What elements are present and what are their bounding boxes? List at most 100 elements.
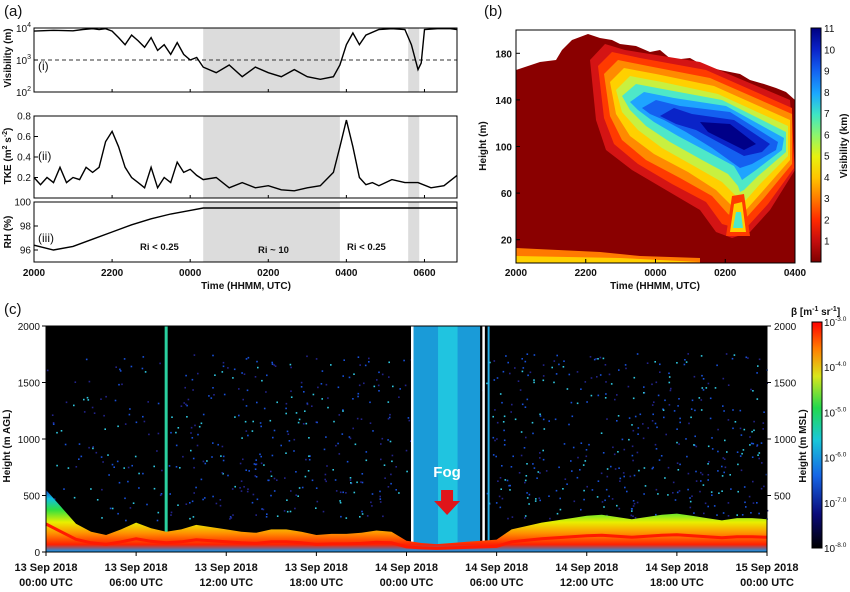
noise-speck	[711, 448, 714, 450]
noise-speck	[511, 403, 513, 406]
noise-speck	[566, 388, 569, 390]
noise-speck	[248, 470, 250, 472]
y-tick-label-right-c-3: 2000	[774, 322, 797, 333]
noise-speck	[138, 472, 140, 475]
noise-speck	[101, 488, 103, 491]
noise-speck	[758, 358, 761, 361]
noise-speck	[636, 353, 639, 355]
y-tick-label-right-c-1: 1000	[774, 435, 797, 446]
noise-speck	[135, 421, 138, 424]
noise-speck	[202, 413, 205, 416]
noise-speck	[618, 507, 621, 510]
noise-speck	[142, 472, 144, 475]
x-tick-date-c-1: 13 Sep 2018	[105, 562, 168, 574]
noise-speck	[186, 416, 188, 418]
noise-speck	[727, 419, 730, 421]
noise-speck	[614, 398, 616, 401]
noise-speck	[88, 446, 90, 449]
data-gap-1	[411, 326, 414, 552]
noise-speck	[243, 373, 246, 375]
noise-speck	[357, 392, 360, 395]
noise-speck	[736, 451, 739, 453]
noise-speck	[156, 450, 158, 452]
noise-speck	[304, 475, 307, 478]
noise-speck	[676, 462, 679, 464]
noise-speck	[115, 366, 117, 368]
noise-speck	[533, 467, 536, 469]
x-tick-time-c-0: 00:00 UTC	[19, 577, 73, 589]
noise-speck	[593, 358, 596, 361]
noise-speck	[285, 402, 288, 405]
noise-speck	[368, 361, 370, 363]
noise-speck	[617, 451, 619, 453]
colorbar-b-tick-label-3: 4	[824, 173, 830, 184]
noise-speck	[695, 445, 698, 448]
noise-speck	[388, 376, 390, 378]
noise-speck	[365, 459, 368, 462]
noise-speck	[168, 465, 171, 467]
noise-speck	[193, 354, 196, 356]
noise-speck	[197, 372, 199, 375]
noise-speck	[509, 372, 511, 375]
noise-speck	[335, 444, 337, 447]
noise-speck	[293, 450, 295, 452]
noise-speck	[551, 366, 553, 369]
noise-speck	[556, 512, 559, 515]
noise-speck	[657, 493, 659, 495]
noise-speck	[646, 362, 649, 364]
noise-speck	[548, 420, 550, 422]
noise-speck	[506, 479, 509, 482]
panel-c: Fog 0 500 1000 1500 2000 500 1000 1500 2000 Height…	[2, 306, 847, 589]
noise-speck	[591, 489, 594, 491]
noise-speck	[526, 353, 529, 355]
noise-speck	[298, 487, 301, 489]
noise-speck	[702, 378, 705, 380]
noise-speck	[652, 466, 654, 469]
noise-speck	[549, 517, 551, 520]
noise-speck	[285, 452, 287, 454]
noise-speck	[352, 398, 354, 400]
noise-speck	[118, 383, 120, 386]
colorbar-c-tick-label-5: 10-8.0	[824, 542, 847, 555]
noise-speck	[761, 462, 763, 464]
noise-speck	[148, 433, 150, 436]
noise-speck	[756, 445, 758, 447]
noise-speck	[340, 515, 342, 518]
noise-speck	[687, 488, 689, 491]
noise-speck	[603, 506, 605, 508]
noise-speck	[384, 477, 386, 479]
noise-speck	[533, 379, 535, 381]
noise-speck	[604, 397, 607, 399]
noise-speck	[494, 409, 496, 411]
noise-speck	[526, 398, 529, 401]
boundary-layer-max-line	[45, 522, 768, 550]
noise-speck	[668, 372, 670, 375]
noise-speck	[247, 434, 249, 437]
noise-speck	[212, 495, 214, 498]
noise-speck	[265, 516, 268, 518]
noise-speck	[613, 453, 616, 456]
noise-speck	[64, 443, 67, 446]
noise-speck	[566, 483, 568, 485]
noise-speck	[492, 436, 495, 439]
noise-speck	[733, 354, 736, 356]
noise-speck	[723, 458, 726, 460]
noise-speck	[758, 457, 760, 460]
x-tick-label-b-3: 0200	[714, 268, 737, 279]
noise-speck	[509, 489, 511, 491]
y-tick-label-c-0: 0	[34, 548, 40, 559]
noise-speck	[511, 516, 514, 518]
noise-speck	[727, 384, 730, 386]
noise-speck	[597, 480, 600, 482]
y-tick-label-b-2: 100	[495, 143, 512, 154]
y-tick-label-a-i-0: 102	[16, 86, 31, 99]
noise-speck	[702, 484, 705, 486]
noise-speck	[360, 418, 363, 420]
noise-speck	[528, 493, 531, 496]
noise-speck	[700, 399, 703, 401]
noise-speck	[368, 357, 370, 360]
noise-speck	[353, 373, 355, 375]
noise-speck	[752, 480, 754, 483]
column-stripe-early	[164, 326, 168, 552]
noise-speck	[555, 373, 558, 375]
